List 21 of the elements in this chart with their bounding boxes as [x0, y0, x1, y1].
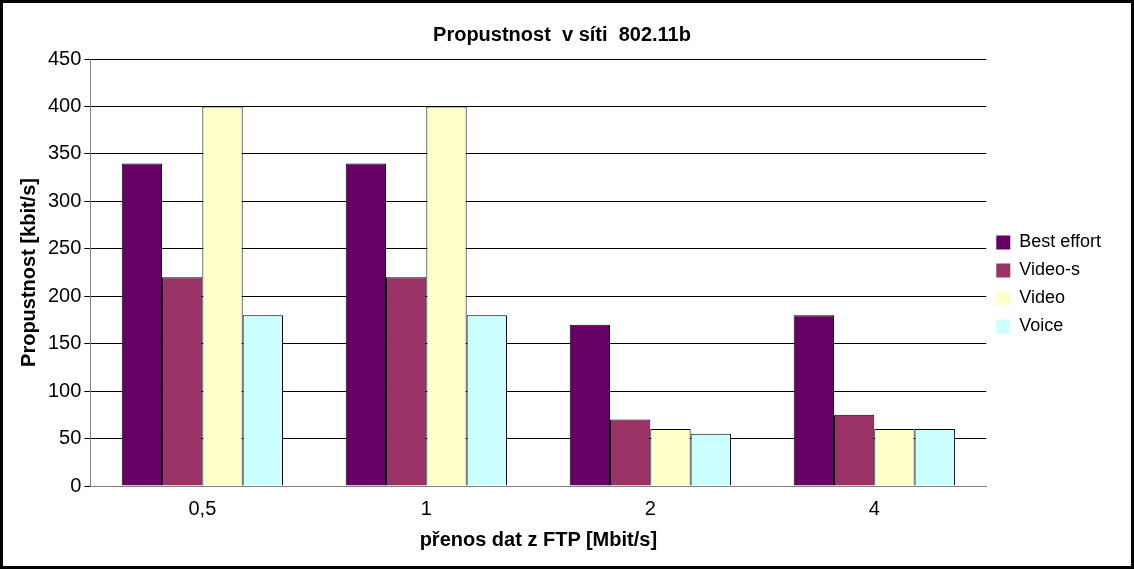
- y-tick-label: 100: [47, 378, 82, 401]
- legend-label: Video-s: [1019, 259, 1081, 280]
- y-tick-label: 0: [70, 473, 82, 496]
- y-tick-label: 350: [47, 141, 82, 164]
- x-tick-label: 0,5: [188, 496, 217, 519]
- legend-label: Voice: [1019, 315, 1064, 336]
- y-tick-label: 50: [59, 426, 82, 449]
- y-tick-label: 400: [47, 93, 82, 116]
- y-tick-label: 450: [47, 46, 82, 69]
- x-axis-title: přenos dat z FTP [Mbit/s]: [419, 527, 658, 550]
- y-tick-label: 300: [47, 188, 82, 211]
- legend-label: Video: [1019, 287, 1066, 308]
- legend-label: Best effort: [1019, 231, 1102, 252]
- x-tick-label: 1: [420, 496, 432, 519]
- x-tick-label: 4: [868, 496, 880, 519]
- y-tick-label: 150: [47, 331, 82, 354]
- chart-title: Propustnost v síti 802.11b: [433, 22, 691, 45]
- y-tick-label: 250: [47, 236, 82, 259]
- y-axis-title: Propustnost [kbit/s]: [16, 178, 39, 367]
- y-tick-label: 200: [47, 283, 82, 306]
- x-tick-label: 2: [644, 496, 656, 519]
